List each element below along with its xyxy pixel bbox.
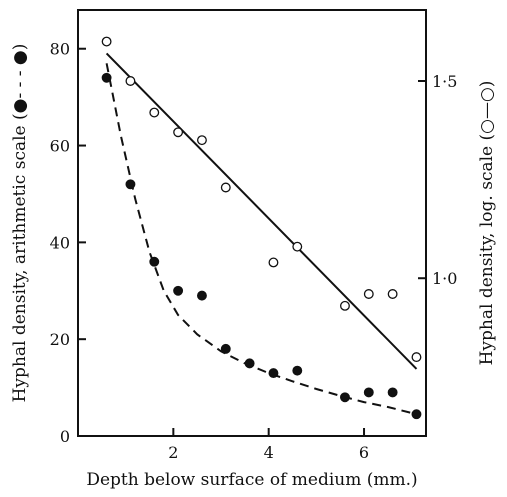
plot-frame	[77, 9, 427, 437]
y-left-tick-label: 20	[50, 330, 70, 349]
open-data-point	[173, 127, 184, 138]
open-data-point	[268, 257, 279, 268]
filled-data-point	[125, 179, 136, 190]
filled-data-point	[292, 365, 303, 376]
y-axis-label-left: Hyphal density, arithmetic scale (●- - -…	[10, 44, 30, 403]
filled-data-point	[101, 72, 112, 83]
x-tick-label: 2	[168, 443, 178, 462]
y-left-tick-label: 0	[60, 427, 70, 446]
open-data-point	[411, 352, 422, 363]
filled-data-point	[387, 387, 398, 398]
open-data-point	[340, 300, 350, 311]
open-data-point	[149, 107, 160, 118]
open-data-point	[363, 289, 374, 299]
fit-lines	[105, 52, 418, 416]
y-left-tick-label: 80	[50, 40, 70, 59]
y-left-tick-label: 60	[50, 137, 70, 156]
filled-data-point	[411, 409, 422, 420]
log-fit-line	[105, 52, 418, 370]
open-data-point	[292, 241, 303, 252]
filled-data-point	[340, 392, 350, 403]
open-data-point	[125, 76, 136, 86]
y-right-tick-label: 1·5	[432, 72, 457, 91]
filled-data-point	[268, 368, 279, 379]
y-axis-label-right: Hyphal density, log. scale (○—○)	[477, 81, 497, 366]
filled-data-point	[173, 285, 184, 296]
data-points	[101, 36, 422, 420]
y-right-tick-label: 1·0	[432, 269, 457, 288]
y-left-tick-label: 40	[50, 233, 70, 252]
open-data-point	[387, 289, 398, 299]
filled-data-point	[149, 256, 160, 267]
x-tick-label: 4	[264, 443, 274, 462]
x-axis-label: Depth below surface of medium (mm.)	[86, 470, 417, 490]
filled-data-point	[363, 387, 374, 398]
arithmetic-fit-curve	[105, 63, 417, 416]
open-data-point	[101, 36, 112, 47]
filled-data-point	[244, 358, 255, 369]
x-tick-label: 6	[359, 443, 369, 462]
open-data-point	[220, 182, 231, 193]
filled-data-point	[220, 343, 231, 354]
filled-data-point	[196, 290, 207, 301]
open-data-point	[196, 135, 207, 146]
